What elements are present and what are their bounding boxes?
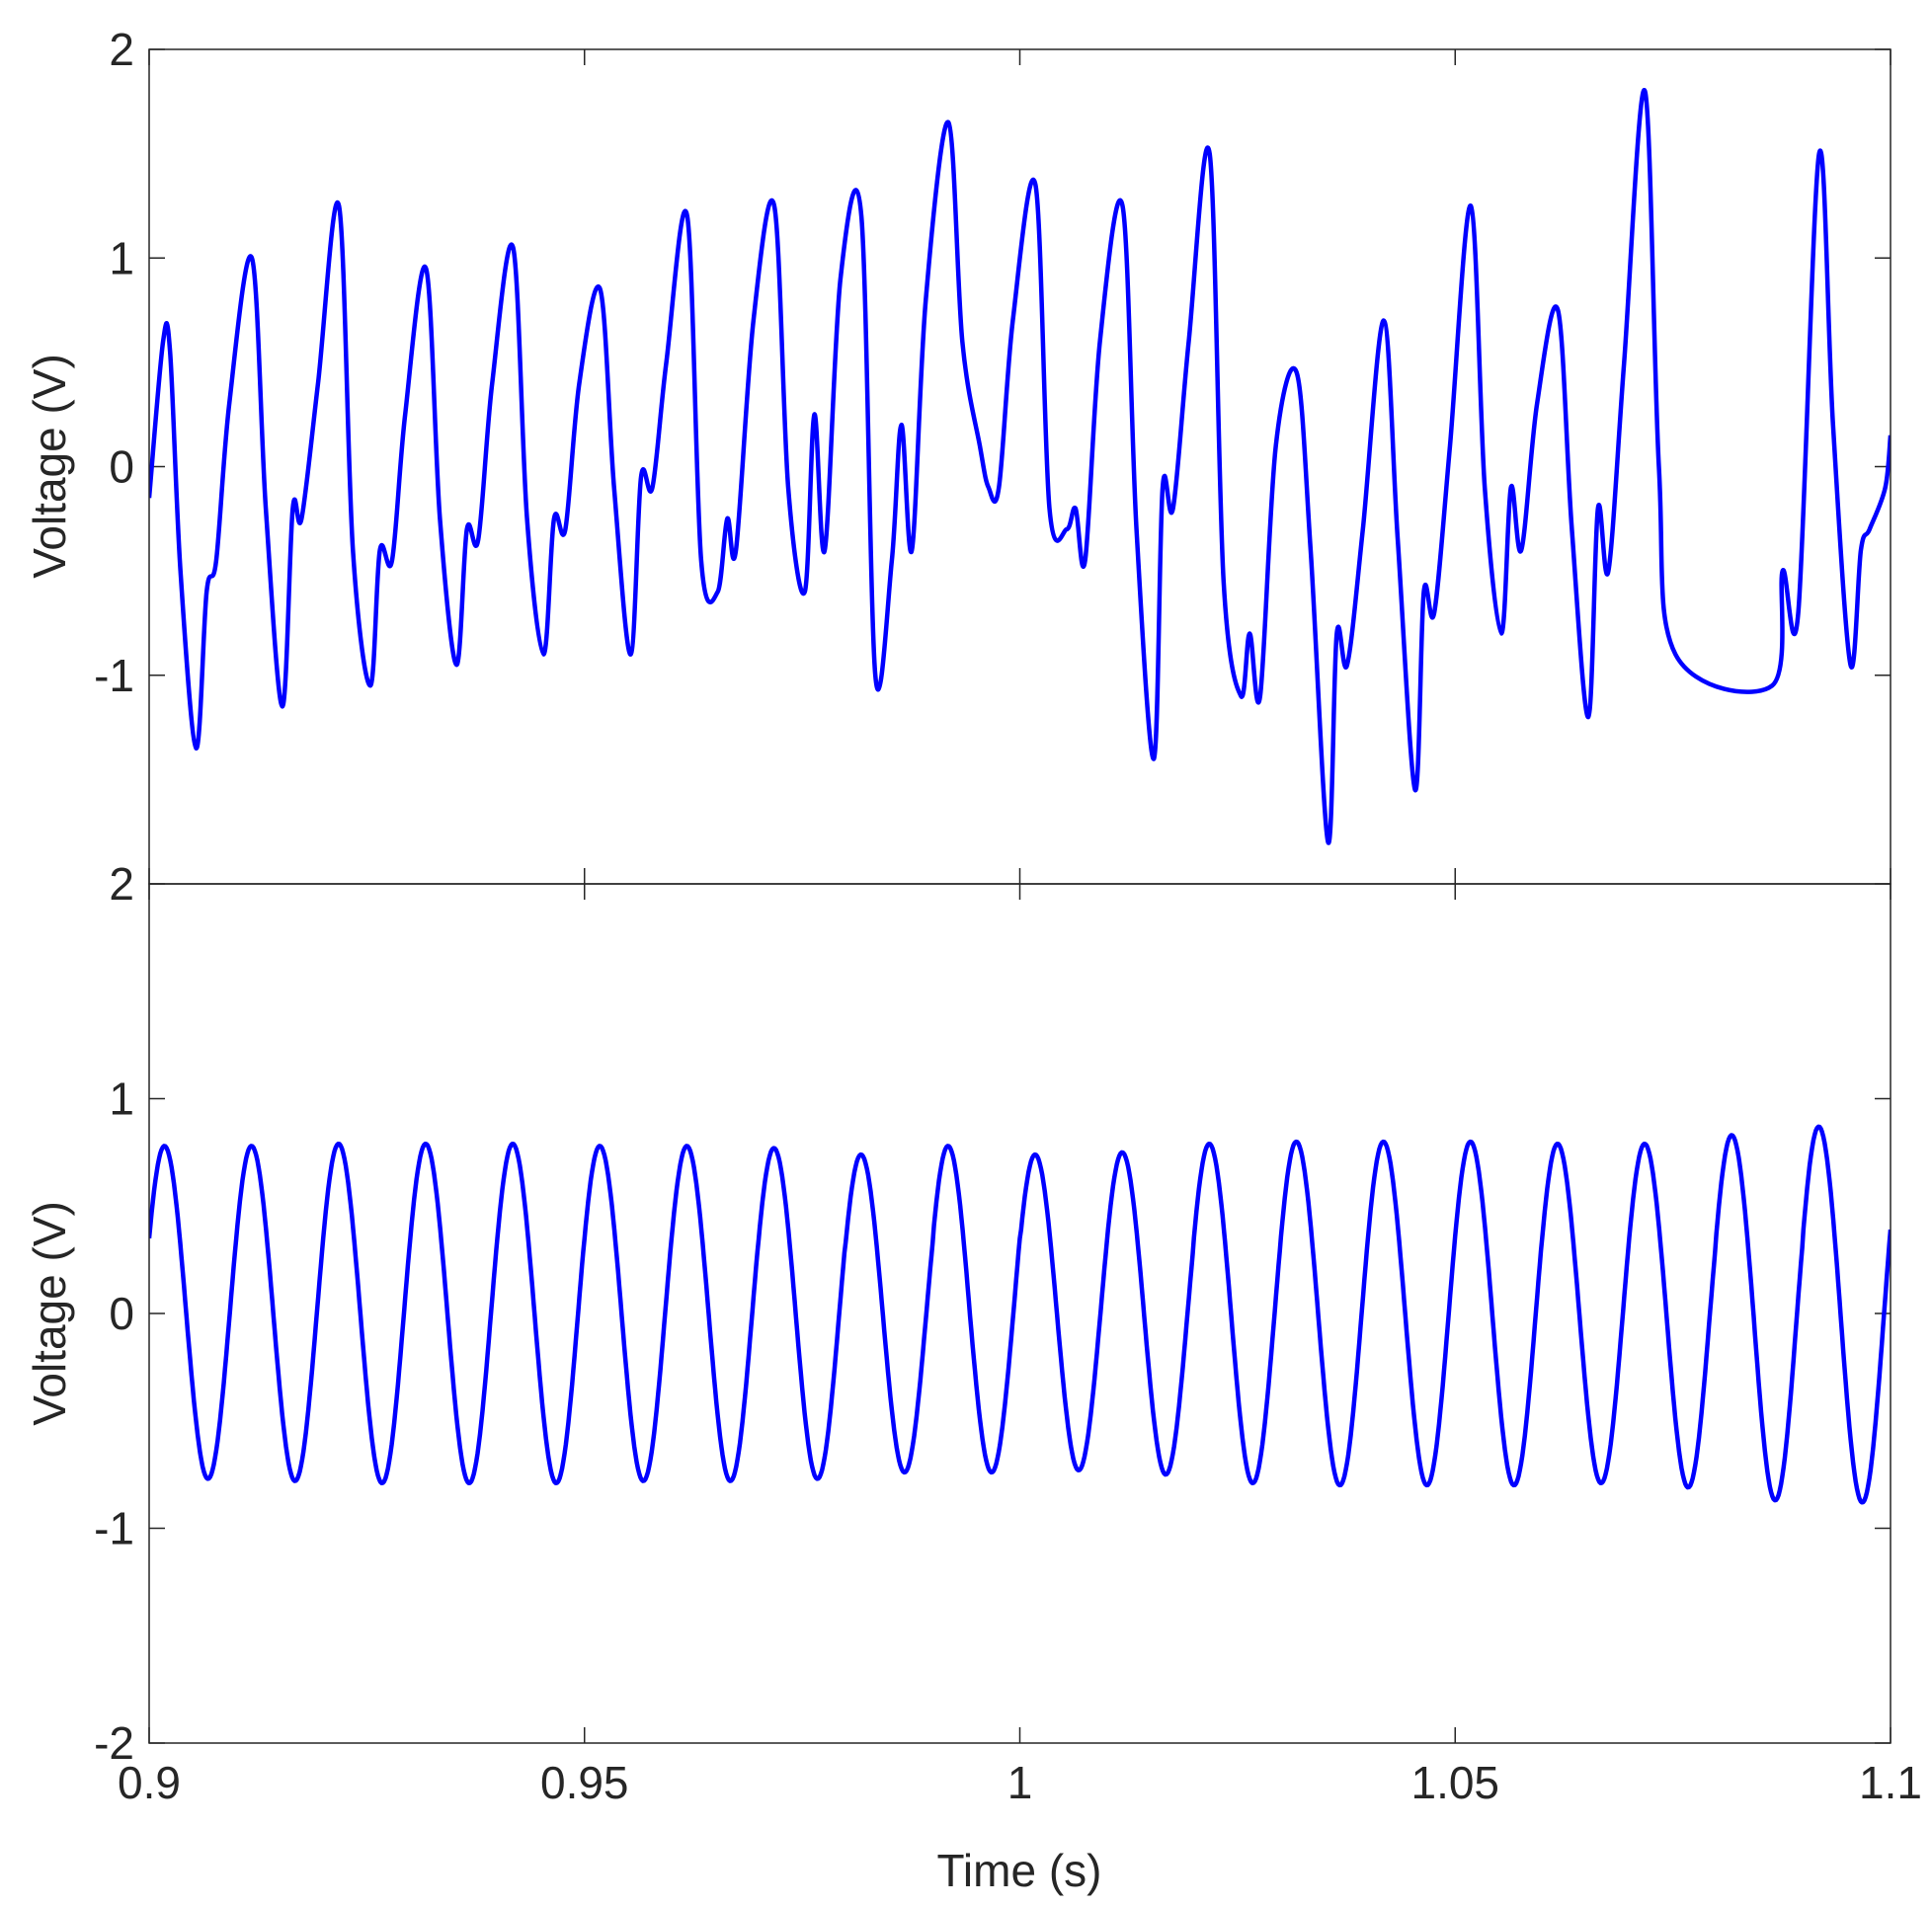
x-tick-label: 1.1 [1859, 1757, 1922, 1808]
bottom-y-tick-label: -1 [94, 1503, 134, 1554]
x-tick-label: 0.9 [118, 1757, 181, 1808]
top-voltage-line [149, 88, 1891, 845]
bottom-y-tick-label: 2 [109, 858, 134, 910]
top-y-axis-title: Voltage (V) [24, 354, 75, 579]
bottom-y-axis-title: Voltage (V) [24, 1201, 75, 1426]
top-y-tick-label: 2 [109, 24, 134, 75]
bottom-plot-frame [148, 883, 1892, 1744]
x-tick-label: 1.05 [1410, 1757, 1499, 1808]
top-y-tick-label: 1 [109, 232, 134, 283]
top-axis-ticks: -1 0 1 2 [94, 24, 1892, 884]
bottom-y-tick-label: 0 [109, 1288, 134, 1339]
top-y-tick-label: -1 [94, 650, 134, 701]
bottom-y-tick-label: 1 [109, 1073, 134, 1125]
bottom-voltage-line [149, 1124, 1891, 1505]
top-y-tick-label: 0 [109, 441, 134, 493]
x-tick-label: 1 [1007, 1757, 1033, 1808]
bottom-y-tick-label: -2 [94, 1717, 134, 1769]
bottom-voltage-panel: -2 -1 0 1 2 0.9 0.95 1 1.05 1.1 Voltage (V) Time … [24, 858, 1922, 1896]
top-voltage-panel: -1 0 1 2 Voltage (V) [24, 24, 1892, 885]
x-tick-label: 0.95 [540, 1757, 629, 1808]
bottom-axis-ticks: -2 -1 0 1 2 0.9 0.95 1 1.05 1.1 [94, 858, 1922, 1808]
x-axis-title: Time (s) [937, 1845, 1102, 1896]
